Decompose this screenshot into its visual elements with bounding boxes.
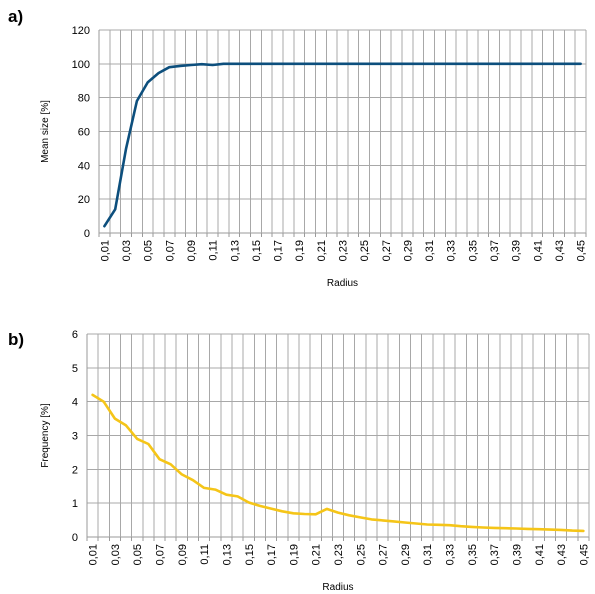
x-tick-label-a: 0,37	[489, 240, 501, 261]
x-tick-label-a: 0,33	[446, 240, 458, 261]
y-tick-label-b: 2	[72, 464, 78, 476]
x-tick-label-a: 0,09	[186, 240, 198, 261]
gridlines-b	[86, 333, 590, 541]
x-tick-label-b: 0,19	[288, 544, 300, 565]
x-tick-label-b: 0,45	[578, 544, 590, 565]
x-tick-label-a: 0,27	[381, 240, 393, 261]
y-tick-label-b: 5	[72, 363, 78, 375]
x-tick-label-a: 0,29	[402, 240, 414, 261]
x-tick-label-a: 0,01	[99, 240, 111, 261]
x-tick-label-a: 0,25	[359, 240, 371, 261]
x-tick-label-a: 0,19	[294, 240, 306, 261]
y-tick-label-b: 4	[72, 397, 78, 409]
x-tick-label-b: 0,31	[422, 544, 434, 565]
x-tick-label-b: 0,25	[355, 544, 367, 565]
y-axis-label-a: Mean size [%]	[40, 100, 51, 163]
y-tick-label-b: 1	[72, 498, 78, 510]
plot-area-b	[91, 393, 585, 533]
x-tick-label-b: 0,13	[221, 544, 233, 565]
series-line-b	[91, 393, 585, 533]
x-tick-label-b: 0,43	[556, 544, 568, 565]
x-tick-label-b: 0,03	[110, 544, 122, 565]
y-tick-label-a: 60	[78, 127, 90, 139]
x-tick-label-a: 0,07	[164, 240, 176, 261]
x-tick-label-a: 0,13	[229, 240, 241, 261]
x-tick-label-b: 0,07	[155, 544, 167, 565]
x-tick-label-a: 0,21	[316, 240, 328, 261]
x-tick-label-a: 0,17	[273, 240, 285, 261]
x-tick-label-b: 0,29	[400, 544, 412, 565]
x-tick-labels-b: 0,01 0,03 0,05 0,07 0,09 0,11 0,13 0,15 0,17 0,19…	[88, 544, 591, 565]
y-tick-label-a: 0	[84, 228, 90, 240]
x-tick-label-b: 0,39	[511, 544, 523, 565]
x-tick-label-a: 0,05	[143, 240, 155, 261]
x-tick-label-a: 0,39	[511, 240, 523, 261]
x-tick-label-a: 0,11	[208, 240, 220, 261]
y-tick-label-b: 0	[72, 532, 78, 544]
x-tick-label-b: 0,11	[199, 544, 211, 565]
x-axis-label-a: Radius	[327, 278, 358, 289]
panel-label-a: a)	[8, 7, 23, 26]
y-tick-labels-a: 0 20 40 60 80 100 120	[72, 25, 90, 240]
y-tick-label-a: 80	[78, 93, 90, 105]
y-tick-label-a: 40	[78, 160, 90, 172]
x-axis-label-b: Radius	[322, 582, 353, 593]
x-tick-label-a: 0,45	[576, 240, 588, 261]
y-tick-label-b: 6	[72, 329, 78, 341]
x-tick-label-b: 0,33	[445, 544, 457, 565]
x-tick-label-b: 0,21	[311, 544, 323, 565]
x-tick-label-a: 0,03	[121, 240, 133, 261]
y-tick-label-b: 3	[72, 431, 78, 443]
x-tick-label-b: 0,27	[378, 544, 390, 565]
x-tick-label-b: 0,37	[489, 544, 501, 565]
x-tick-label-b: 0,17	[266, 544, 278, 565]
x-tick-label-a: 0,41	[532, 240, 544, 261]
series-line-a	[103, 62, 582, 228]
y-axis-label-b: Frequency [%]	[40, 403, 51, 468]
y-tick-label-a: 20	[78, 194, 90, 206]
x-tick-labels-a: 0,01 0,03 0,05 0,07 0,09 0,11 0,13 0,15 0,17 0,19…	[99, 240, 587, 261]
x-tick-label-b: 0,09	[177, 544, 189, 565]
gridlines-a	[98, 29, 587, 237]
x-tick-label-a: 0,23	[338, 240, 350, 261]
y-tick-labels-b: 0 1 2 3 4 5 6	[72, 329, 78, 544]
x-tick-label-b: 0,41	[534, 544, 546, 565]
x-tick-label-a: 0,31	[424, 240, 436, 261]
x-tick-label-a: 0,35	[467, 240, 479, 261]
panel-label-b: b)	[8, 330, 24, 349]
x-tick-label-b: 0,23	[333, 544, 345, 565]
x-tick-label-b: 0,15	[244, 544, 256, 565]
x-tick-label-a: 0,15	[251, 240, 263, 261]
x-tick-label-a: 0,43	[554, 240, 566, 261]
y-tick-label-a: 100	[72, 59, 90, 71]
plot-area-a	[103, 62, 582, 228]
y-tick-label-a: 120	[72, 25, 90, 37]
x-tick-label-b: 0,35	[467, 544, 479, 565]
x-tick-label-b: 0,05	[132, 544, 144, 565]
x-tick-label-b: 0,01	[88, 544, 100, 565]
